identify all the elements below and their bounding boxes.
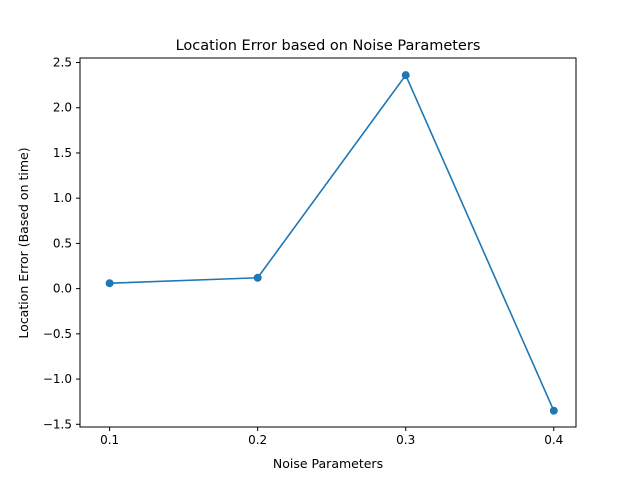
chart-title: Location Error based on Noise Parameters [176, 38, 481, 54]
y-tick-label: 2.5 [53, 56, 72, 70]
plot-frame [79, 57, 577, 428]
data-point [401, 71, 410, 80]
y-axis-label: Location Error (Based on time) [16, 147, 31, 338]
series-line [109, 74, 555, 412]
data-point [105, 279, 114, 288]
y-tick-label: −1.5 [43, 417, 72, 431]
y-tick-label: 1.5 [53, 146, 72, 160]
x-tick-label: 0.3 [396, 433, 415, 447]
x-axis-label: Noise Parameters [273, 456, 383, 471]
data-point [549, 406, 558, 415]
data-point [253, 273, 262, 282]
plot-area: 0.1 0.2 0.3 0.4 −1.5 −1.0 −0.5 0.0 0.5 1.0 1.5 2.0 2… [43, 56, 577, 447]
y-tick-label: 1.0 [53, 191, 72, 205]
x-tick-label: 0.1 [100, 433, 119, 447]
x-tick-label: 0.4 [544, 433, 563, 447]
y-tick-label: 0.5 [53, 236, 72, 250]
x-tick-label: 0.2 [248, 433, 267, 447]
y-tick-label: 0.0 [53, 282, 72, 296]
y-tick-label: 2.0 [53, 101, 72, 115]
y-tick-label: −0.5 [43, 327, 72, 341]
y-tick-label: −1.0 [43, 372, 72, 386]
